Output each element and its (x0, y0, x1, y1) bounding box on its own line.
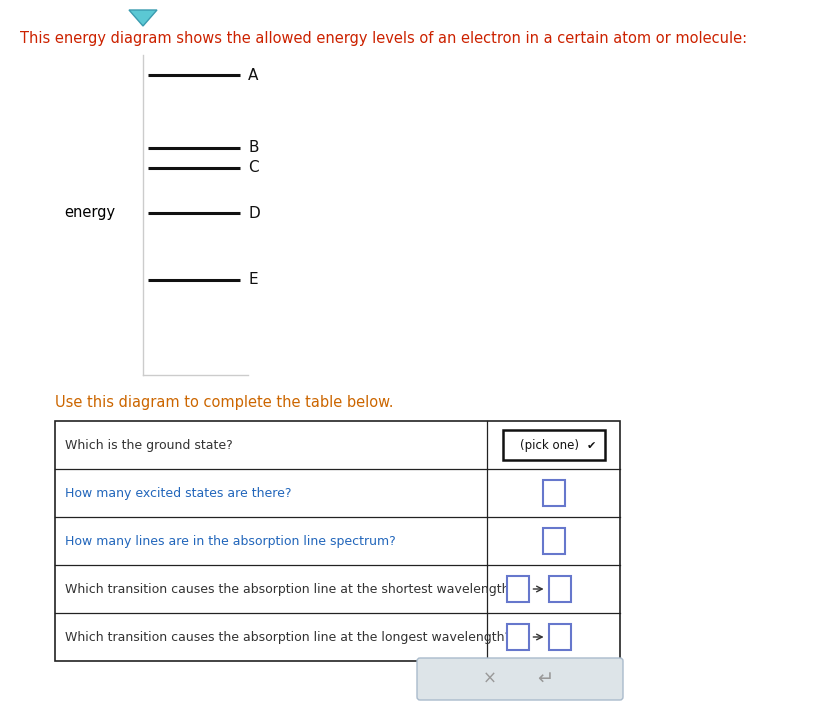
Bar (548, 576, 571, 602)
Text: This energy diagram shows the allowed energy levels of an electron in a certain : This energy diagram shows the allowed en… (20, 31, 747, 46)
Bar (543, 479, 565, 506)
Bar (507, 624, 529, 651)
Text: ✔: ✔ (587, 441, 596, 451)
Text: energy: energy (64, 205, 115, 221)
Bar (55, 421, 620, 661)
Bar (548, 624, 571, 651)
Text: B: B (248, 140, 259, 156)
Text: How many excited states are there?: How many excited states are there? (65, 486, 291, 500)
Text: How many lines are in the absorption line spectrum?: How many lines are in the absorption lin… (65, 534, 396, 547)
Bar (507, 576, 529, 602)
Text: Use this diagram to complete the table below.: Use this diagram to complete the table b… (55, 395, 393, 411)
Text: Which is the ground state?: Which is the ground state? (65, 439, 232, 451)
FancyBboxPatch shape (417, 658, 623, 700)
Text: Which transition causes the absorption line at the longest wavelength?: Which transition causes the absorption l… (65, 630, 511, 644)
Text: Which transition causes the absorption line at the shortest wavelength?: Which transition causes the absorption l… (65, 583, 516, 596)
Bar (543, 528, 565, 554)
Text: C: C (248, 161, 259, 175)
FancyBboxPatch shape (502, 430, 604, 461)
Text: (pick one): (pick one) (520, 439, 579, 451)
Text: E: E (248, 273, 258, 287)
Text: ×: × (483, 670, 497, 688)
Text: D: D (248, 205, 259, 221)
Text: A: A (248, 67, 259, 83)
Text: ↵: ↵ (537, 669, 553, 688)
Polygon shape (129, 10, 157, 26)
